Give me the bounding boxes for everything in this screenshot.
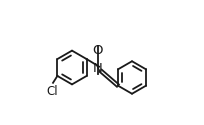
Text: Cl: Cl (46, 85, 58, 98)
Text: O: O (92, 44, 103, 57)
Text: N: N (93, 62, 102, 75)
